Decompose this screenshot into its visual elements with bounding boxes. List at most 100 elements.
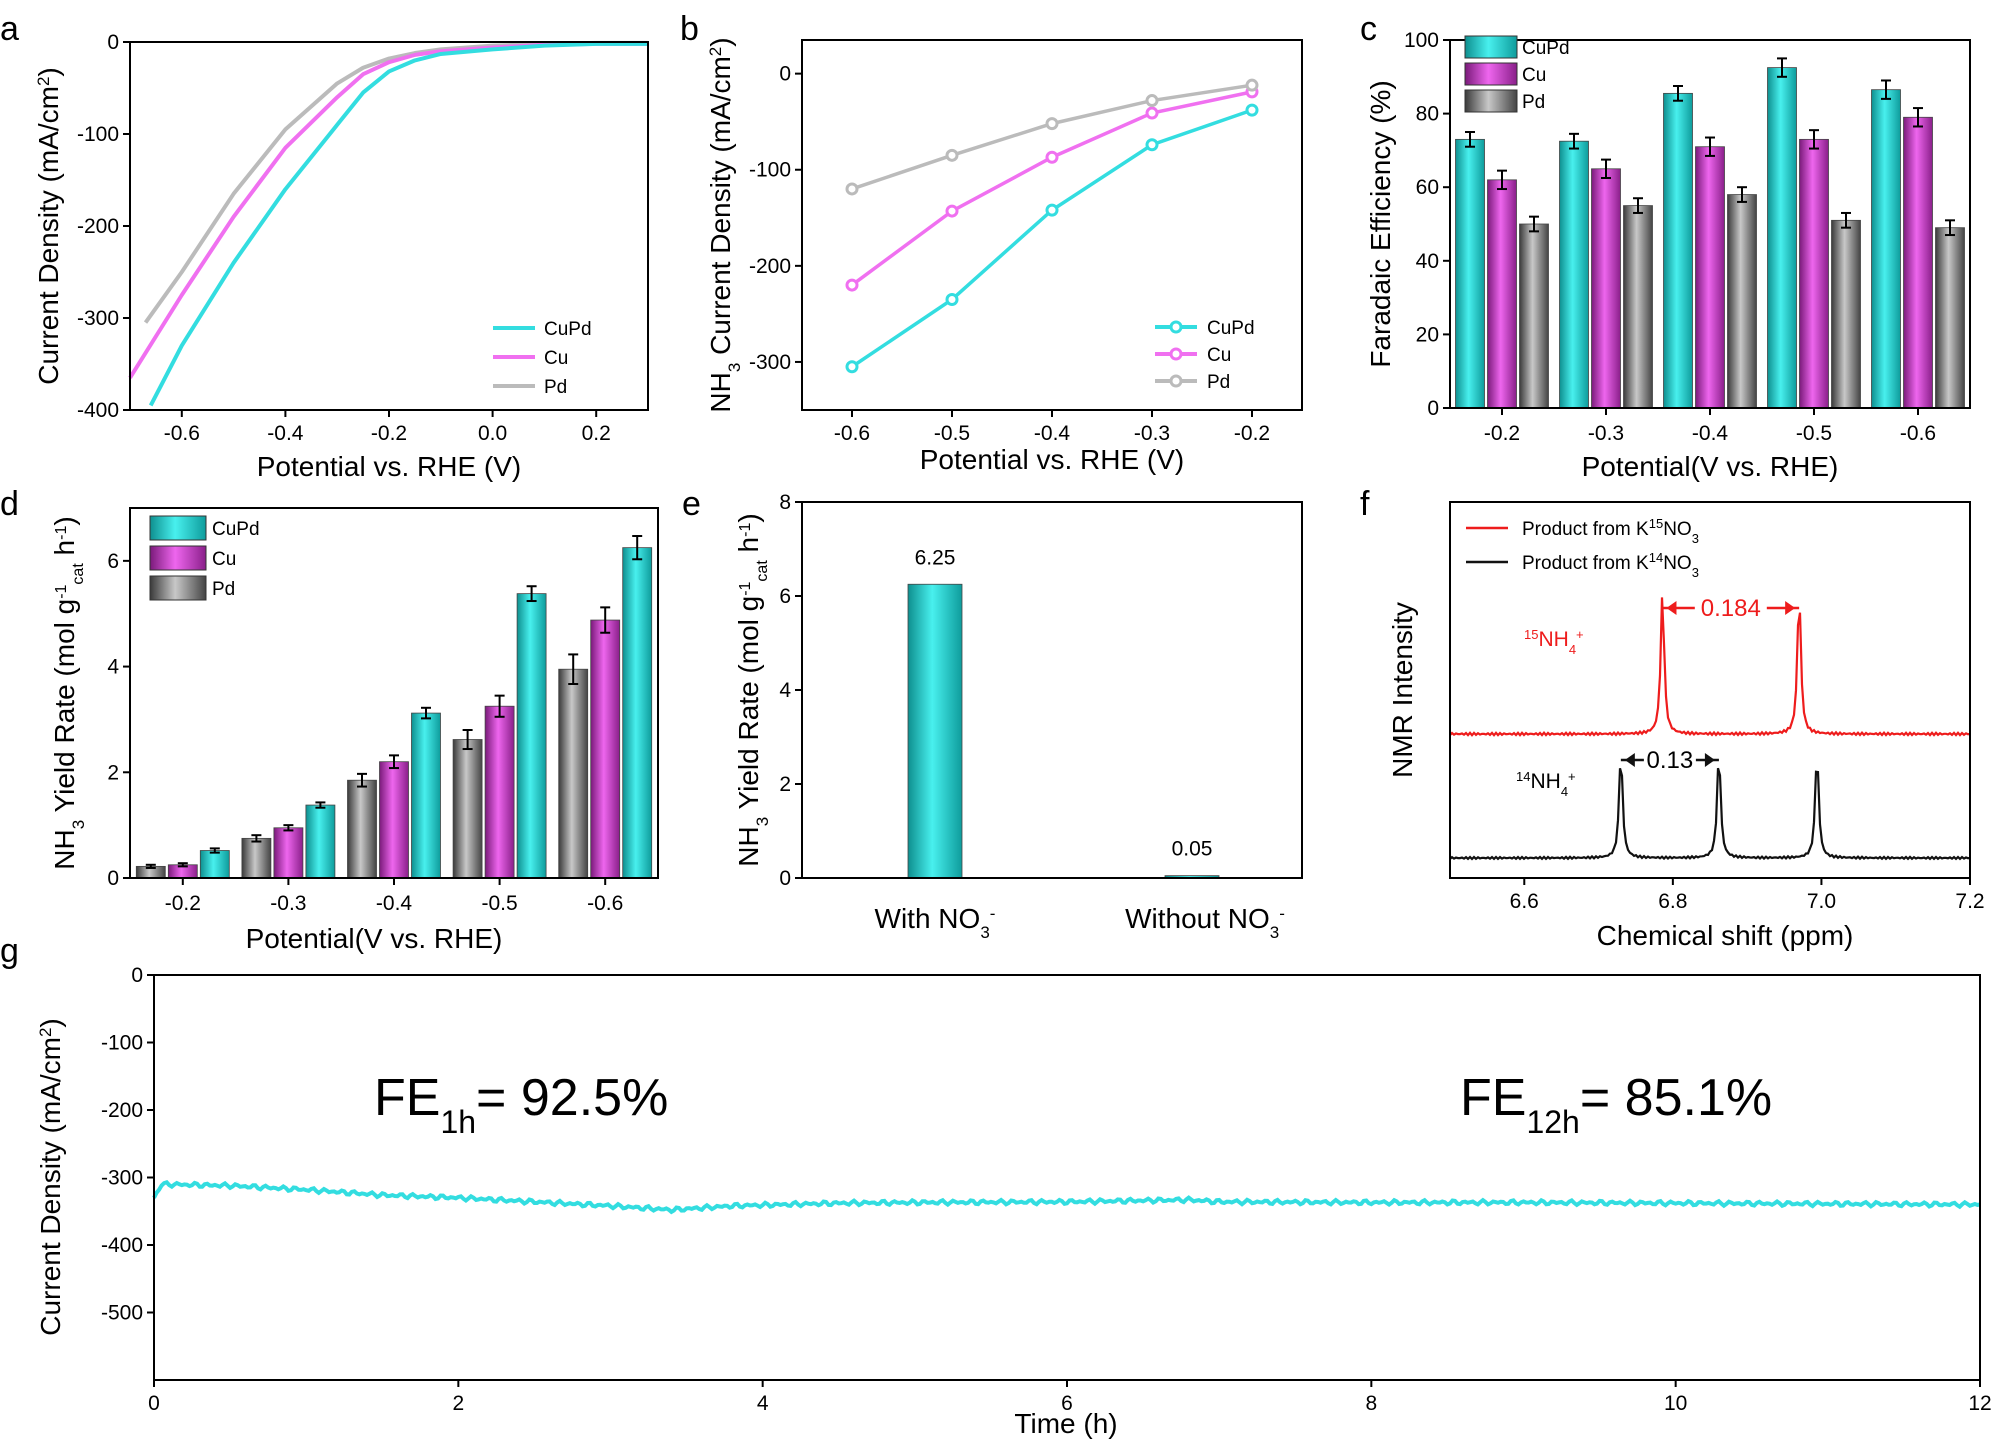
e-xtick-without: Without NO3- [1125,903,1285,942]
f-splitting-label-14: 0.13 [1647,747,1694,774]
e-frame [801,501,1303,879]
b-ylabel-main: Current Density (mA/cm [705,56,736,363]
e-ylabel-main: Yield Rate (mol g [733,596,764,817]
c-ylabel: Faradaic Efficiency (%) [1365,80,1396,367]
c-bar [1935,227,1965,409]
g-ytick-label: 0 [131,964,143,987]
c-xtick-label: -0.4 [1692,422,1729,445]
e-xtick-without-main: Without NO [1125,903,1270,934]
c-xlabel: Potential(V vs. RHE) [1582,451,1839,482]
d-bar [305,804,336,879]
d-bar [347,779,377,879]
f-ylabel: NMR Intensity [1387,602,1418,778]
a-legend-cupd: CuPd [544,319,592,340]
c-ytick-label: 80 [1416,103,1439,126]
f-spectrum-line [1449,597,1971,737]
c-bar [1559,140,1589,409]
a-ytick-label: -300 [77,307,119,330]
e-xtick-without-sup: - [1279,904,1285,923]
panel-label-b: b [680,10,699,48]
c-ytick-label: 0 [1427,397,1439,420]
b-lines [845,78,1259,374]
f-legend-15-iso: 15 [1649,516,1663,531]
a-ytick-label: -400 [77,399,119,422]
f-legend-14-sub: 3 [1692,565,1699,580]
b-point [1245,78,1259,92]
d-ytick-label: 4 [107,656,119,679]
d-xtick-label: -0.5 [482,892,518,915]
c-xtick-label: -0.5 [1796,422,1832,445]
b-ylabel-close: ) [705,37,736,46]
c-bar [1663,92,1693,409]
c-legend-cupd: CuPd [1522,38,1570,59]
panel-label-a: a [0,10,19,48]
d-ylabel-sup2: -1 [53,526,70,540]
d-ylabel-sub3: 3 [69,820,88,829]
d-ticks: -0.2 -0.3 -0.4 -0.5 -0.6 0 2 4 6 [107,550,623,915]
g-xtick-label: 4 [757,1392,769,1415]
b-ytick-label: -300 [749,351,791,374]
b-point [945,204,959,218]
e-ytick-label: 8 [779,491,791,514]
c-bar [1623,205,1653,409]
f-species-14-iso: 14 [1516,769,1530,784]
g-fe1-main: FE [374,1069,440,1127]
c-xtick-label: -0.3 [1588,422,1624,445]
f-legend-14: Product from K14NO3 [1522,550,1699,580]
d-bar [199,850,230,879]
f-species-15-iso: 15 [1524,627,1538,642]
d-bar [452,739,483,879]
d-ylabel-h: h [49,540,80,563]
b-xtick-label: -0.2 [1234,422,1270,445]
b-legend-cupd: CuPd [1207,318,1255,339]
f-splitting-label-15: 0.184 [1701,595,1761,622]
e-ytick-label: 4 [779,679,791,702]
d-ylabel-sup1: -1 [53,584,70,598]
g-xtick-label: 12 [1968,1392,1991,1415]
b-xtick-label: -0.5 [934,422,970,445]
a-lines [128,40,648,407]
b-legend-marker-cu [1169,347,1183,361]
d-bar [379,761,409,879]
a-ylabel-sq: 2 [34,77,53,86]
g-ylabel-main: Current Density (mA/cm [35,1037,66,1336]
g-xtick-label: 6 [1061,1392,1073,1415]
d-bar [273,827,304,879]
c-legend-swatch-cupd [1464,35,1518,59]
d-xlabel: Potential(V vs. RHE) [246,923,503,954]
d-ytick-label: 0 [107,867,119,890]
e-ylabel-sup2: -1 [737,523,754,537]
c-legend-swatch-pd [1464,89,1518,113]
c-frame [1449,39,1971,409]
e-ytick-label: 6 [779,585,791,608]
a-ytick-label: -100 [77,123,119,146]
d-bar [241,837,272,879]
f-species-14-nh: NH [1530,770,1560,793]
c-bar [1455,138,1485,409]
c-ytick-label: 20 [1416,323,1439,346]
f-legend-14-no: NO [1663,553,1692,574]
b-ytick-label: 0 [779,63,791,86]
c-bar [1831,219,1861,409]
b-point [945,292,959,306]
d-legend-cupd: CuPd [212,519,260,540]
f-splitting-label-bg-14 [1643,746,1696,774]
e-ylabel-sup1: -1 [737,581,754,595]
b-ylabel-nh: NH [705,372,736,412]
g-lines [152,1180,1981,1215]
f-splitting-arrowhead-14 [1624,753,1635,767]
e-ylabel-close: ) [733,513,764,522]
f-species-14: 14NH4+ [1516,769,1576,799]
f-xlabel: Chemical shift (ppm) [1597,920,1854,951]
panel-a: -0.6 -0.4 -0.2 0.0 0.20-100-200-300-400 CuPd… [33,31,649,482]
d-xtick-label: -0.3 [270,892,306,915]
d-bar [516,593,547,879]
f-spectrum-line [1449,767,1971,861]
d-bar [411,712,441,879]
c-legend-swatch-cu [1464,62,1518,86]
c-ytick-label: 60 [1416,176,1439,199]
e-xtick-with-main: With NO [875,903,981,934]
e-xtick-with: With NO3- [875,903,996,942]
